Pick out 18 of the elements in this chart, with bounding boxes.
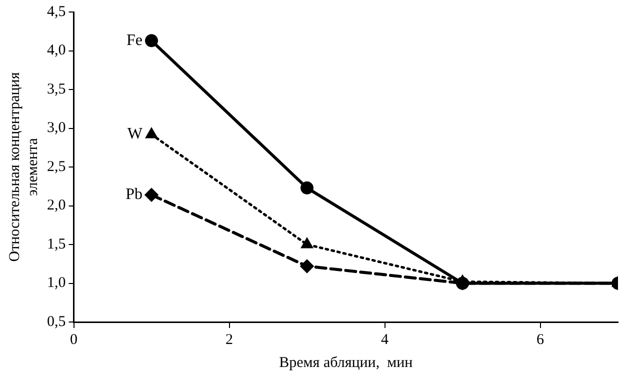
x-tick-label: 2 bbox=[226, 332, 233, 348]
x-axis-title: Время абляции, мин bbox=[279, 354, 413, 371]
x-tick-label: 4 bbox=[381, 332, 389, 348]
y-tick-label: 1,5 bbox=[47, 236, 66, 252]
series-label: Fe bbox=[126, 32, 142, 49]
series-label: Pb bbox=[126, 186, 142, 204]
y-tick-label: 3,5 bbox=[47, 81, 66, 98]
y-tick-label: 2,5 bbox=[47, 158, 66, 175]
y-tick-label: 1,0 bbox=[47, 275, 66, 292]
y-tick-label: 3,0 bbox=[47, 120, 66, 136]
y-axis-title: Относительная концентрация элемента bbox=[6, 72, 41, 262]
x-tick-label: 0 bbox=[70, 332, 78, 348]
y-tick-label: 0,5 bbox=[47, 314, 66, 330]
series-label: W bbox=[127, 126, 144, 143]
y-tick-label: 2,0 bbox=[47, 198, 66, 214]
y-tick-label: 4,0 bbox=[47, 42, 66, 59]
x-tick-label: 6 bbox=[536, 332, 544, 348]
y-tick-label: 4,5 bbox=[47, 4, 66, 20]
